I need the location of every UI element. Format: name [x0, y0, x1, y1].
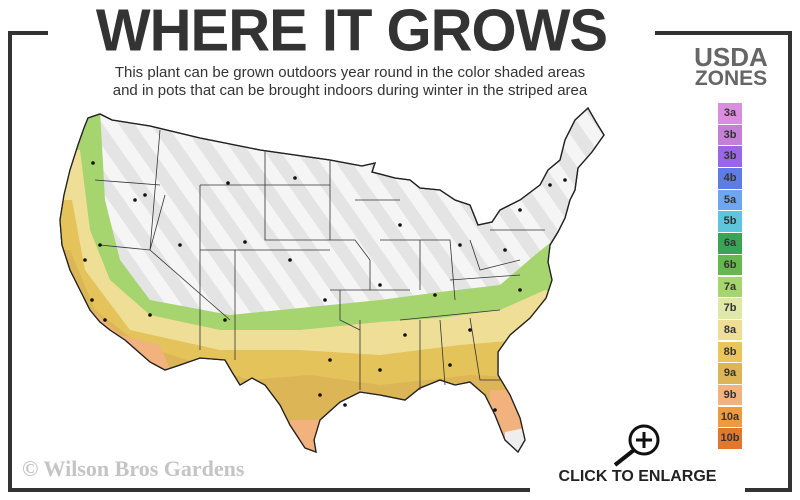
legend-zone-8a: 8a — [718, 319, 742, 341]
city-dot — [328, 358, 332, 362]
usda-zone-map[interactable] — [55, 100, 615, 460]
usda-zone-legend: 3a 3b 3b 4b 5a 5b 6a 6b 7a 7b 8a 8b 9a 9b 10a 10b — [718, 103, 742, 450]
city-dot — [318, 393, 322, 397]
frame-bottom-left — [8, 488, 530, 492]
state-border — [330, 239, 371, 290]
subtitle-line-1: This plant can be grown outdoors year ro… — [114, 64, 586, 81]
magnifier-plus-icon[interactable] — [610, 423, 666, 467]
city-dot — [90, 298, 94, 302]
city-dot — [448, 363, 452, 367]
city-dot — [91, 161, 95, 165]
page-title: WHERE IT GROWS — [95, 0, 608, 64]
city-dot — [143, 193, 147, 197]
click-to-enlarge-button[interactable]: CLICK TO ENLARGE — [558, 468, 717, 485]
city-dot — [243, 240, 247, 244]
city-dot — [493, 408, 497, 412]
us-outline — [59, 106, 605, 454]
legend-zone-6a: 6a — [718, 233, 742, 254]
state-border — [264, 185, 331, 241]
legend-zone-3b: 3b — [718, 124, 742, 146]
state-border — [94, 179, 161, 186]
state-border — [339, 290, 361, 331]
city-dot — [226, 181, 230, 185]
frame-right — [788, 31, 792, 492]
city-dot — [403, 333, 407, 337]
city-dot — [103, 318, 107, 322]
city-dot — [518, 288, 522, 292]
legend-zone-9b: 9b — [718, 384, 742, 406]
frame-top-right — [655, 31, 792, 35]
city-dot — [378, 283, 382, 287]
city-dot — [563, 178, 567, 182]
subtitle: This plant can be grown outdoors year ro… — [40, 64, 660, 100]
copyright-watermark: © Wilson Bros Gardens — [22, 456, 245, 481]
state-border — [469, 317, 500, 381]
city-dot — [288, 258, 292, 262]
legend-zone-7a: 7a — [718, 276, 742, 297]
city-dot — [468, 328, 472, 332]
city-dot — [133, 198, 137, 202]
legend-title: USDA ZONES — [676, 42, 786, 90]
city-dot — [433, 293, 437, 297]
city-dot — [178, 243, 182, 247]
city-dot — [518, 208, 522, 212]
city-dot — [503, 248, 507, 252]
legend-zone-4b: 4b — [718, 168, 742, 189]
legend-zone-10a: 10a — [718, 406, 742, 428]
state-border — [399, 309, 501, 321]
city-dot — [83, 258, 87, 262]
legend-zone-8b: 8b — [718, 341, 742, 363]
legend-title-line-2: ZONES — [694, 67, 768, 90]
legend-zone-9a: 9a — [718, 363, 742, 384]
city-dot — [458, 243, 462, 247]
legend-zone-7b: 7b — [718, 298, 742, 319]
frame-bottom-right — [745, 488, 792, 492]
state-border — [449, 274, 521, 281]
city-markers — [83, 161, 567, 412]
state-border — [149, 249, 231, 321]
city-dot — [293, 176, 297, 180]
legend-zone-10b: 10b — [718, 428, 742, 449]
state-border — [439, 319, 446, 386]
subtitle-line-2: and in pots that can be brought indoors … — [112, 82, 588, 99]
state-borders — [94, 129, 545, 390]
state-border — [469, 239, 521, 271]
city-dot — [223, 318, 227, 322]
legend-zone-5b: 5b — [718, 211, 742, 232]
legend-zone-3b: 3b — [718, 146, 742, 167]
legend-zone-3a: 3a — [718, 103, 742, 124]
state-border — [149, 129, 161, 251]
legend-zone-6b: 6b — [718, 254, 742, 276]
city-dot — [98, 243, 102, 247]
frame-top-left — [8, 31, 48, 35]
legend-zone-5a: 5a — [718, 189, 742, 211]
city-dot — [343, 403, 347, 407]
city-dot — [378, 368, 382, 372]
city-dot — [398, 223, 402, 227]
city-dot — [548, 183, 552, 187]
city-dot — [323, 298, 327, 302]
frame-left — [8, 31, 12, 492]
legend-title-line-1: USDA — [694, 42, 768, 72]
city-dot — [148, 313, 152, 317]
